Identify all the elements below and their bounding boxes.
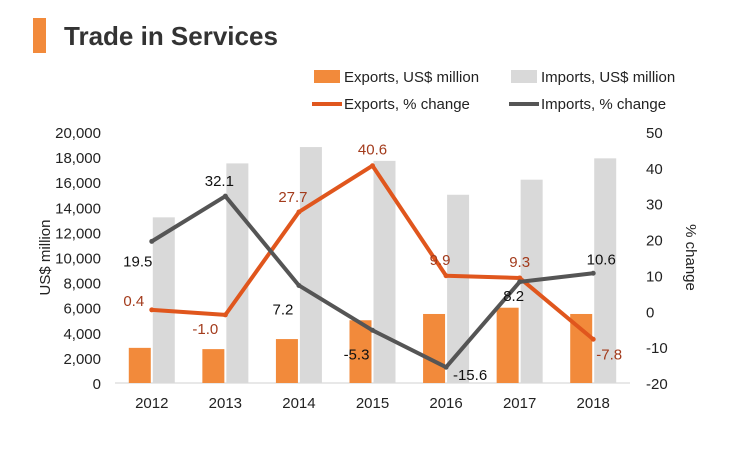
imports-bar xyxy=(226,163,249,383)
exports-change-point xyxy=(296,209,302,215)
chart-title: Trade in Services xyxy=(64,21,278,51)
y-tick-label: 10,000 xyxy=(55,251,101,268)
y2-tick-label: 50 xyxy=(646,125,663,142)
exports-change-point xyxy=(590,336,596,342)
imports-change-point xyxy=(296,282,302,288)
exports-change-label: 9.3 xyxy=(509,254,530,271)
y-tick-label: 6,000 xyxy=(63,301,101,318)
y-tick-label: 20,000 xyxy=(55,125,101,142)
imports-change-point xyxy=(149,238,155,244)
exports-change-point xyxy=(222,312,228,318)
y2-tick-label: 0 xyxy=(646,304,654,321)
title-accent-bar xyxy=(33,18,46,53)
imports-bar xyxy=(373,160,396,383)
exports-bar xyxy=(349,320,372,383)
legend-label: Exports, US$ million xyxy=(344,69,479,86)
exports-bar xyxy=(423,313,446,383)
imports-change-label: 8.2 xyxy=(503,288,524,305)
exports-bar xyxy=(570,313,593,383)
legend-swatch xyxy=(314,70,340,83)
x-tick-label: 2013 xyxy=(209,395,242,412)
exports-change-point xyxy=(149,307,155,313)
y-axis-title: US$ million xyxy=(37,220,54,296)
exports-change-label: 0.4 xyxy=(123,293,144,310)
y-tick-label: 8,000 xyxy=(63,276,101,293)
exports-change-point xyxy=(443,273,449,279)
exports-change-label: -7.8 xyxy=(596,346,622,363)
x-tick-label: 2016 xyxy=(429,395,462,412)
imports-change-point xyxy=(590,270,596,276)
x-tick-label: 2017 xyxy=(503,395,536,412)
exports-bar xyxy=(275,339,298,383)
legend-label: Imports, % change xyxy=(541,96,666,113)
imports-bar xyxy=(594,158,617,383)
imports-change-point xyxy=(370,327,375,333)
exports-change-label: 9.9 xyxy=(430,252,451,269)
y2-axis-title: % change xyxy=(682,224,699,291)
y-tick-label: 18,000 xyxy=(55,150,101,167)
y-tick-label: 2,000 xyxy=(63,351,101,368)
exports-bar xyxy=(128,347,151,383)
y2-tick-label: 20 xyxy=(646,233,663,250)
exports-change-label: 40.6 xyxy=(358,142,387,159)
legend-label: Exports, % change xyxy=(344,96,470,113)
y-tick-label: 0 xyxy=(93,376,101,393)
x-tick-label: 2012 xyxy=(135,395,168,412)
imports-bar xyxy=(299,147,322,383)
imports-change-point xyxy=(517,279,523,285)
y-tick-label: 12,000 xyxy=(55,225,101,242)
imports-bar xyxy=(152,217,175,383)
legend-swatch xyxy=(511,70,537,83)
exports-change-point xyxy=(370,163,375,169)
imports-change-point xyxy=(443,364,449,370)
y-tick-label: 14,000 xyxy=(55,200,101,217)
x-tick-label: 2018 xyxy=(577,395,610,412)
exports-bar xyxy=(202,349,225,383)
x-tick-label: 2014 xyxy=(282,395,315,412)
exports-bar xyxy=(496,307,519,383)
x-tick-label: 2015 xyxy=(356,395,389,412)
y-tick-label: 4,000 xyxy=(63,326,101,343)
imports-change-label: -15.6 xyxy=(453,367,487,384)
imports-change-label: 19.5 xyxy=(123,253,152,270)
exports-change-point xyxy=(517,275,523,281)
legend-label: Imports, US$ million xyxy=(541,69,675,86)
y2-tick-label: 30 xyxy=(646,197,663,214)
imports-change-label: 10.6 xyxy=(587,251,616,268)
imports-change-label: 32.1 xyxy=(205,173,234,190)
y2-tick-label: -20 xyxy=(646,376,668,393)
imports-change-label: -5.3 xyxy=(344,346,370,363)
exports-change-label: 27.7 xyxy=(278,189,307,206)
exports-change-label: -1.0 xyxy=(192,321,218,338)
imports-change-point xyxy=(222,193,228,199)
y2-tick-label: 10 xyxy=(646,268,663,285)
imports-change-label: 7.2 xyxy=(272,301,293,318)
y-tick-label: 16,000 xyxy=(55,175,101,192)
imports-bar xyxy=(447,194,470,383)
y2-tick-label: 40 xyxy=(646,161,663,178)
y2-tick-label: -10 xyxy=(646,340,668,357)
